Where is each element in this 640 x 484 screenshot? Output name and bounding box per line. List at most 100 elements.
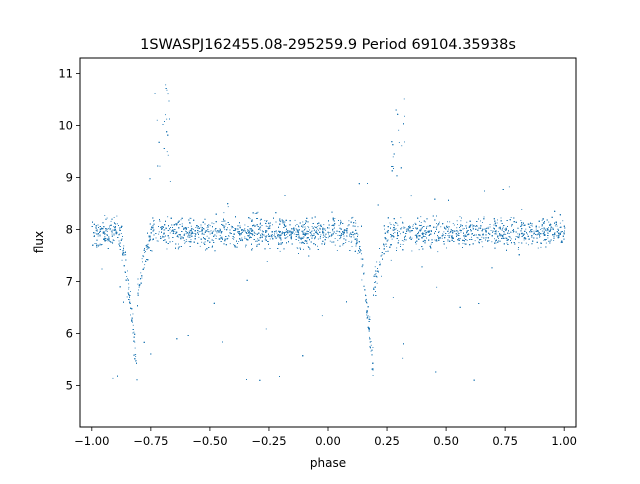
data-point: [476, 234, 477, 236]
data-point: [245, 246, 246, 248]
data-point: [392, 297, 394, 298]
data-point: [287, 236, 289, 238]
data-point: [233, 244, 235, 246]
data-point: [162, 235, 163, 237]
data-point: [159, 165, 161, 167]
data-point: [93, 235, 95, 236]
data-point: [273, 235, 275, 236]
data-point: [435, 226, 437, 228]
data-point: [384, 228, 385, 230]
data-point: [268, 226, 270, 227]
data-point: [496, 233, 498, 235]
data-point: [104, 215, 106, 216]
data-point: [510, 231, 512, 233]
data-point: [497, 219, 498, 221]
data-point: [282, 233, 284, 235]
data-point: [424, 239, 425, 241]
data-point: [345, 242, 347, 243]
data-point: [205, 230, 207, 232]
data-point: [366, 314, 368, 316]
data-point: [456, 227, 458, 229]
data-point: [156, 240, 158, 242]
data-point: [420, 222, 422, 223]
data-point: [265, 237, 266, 239]
data-point: [295, 228, 297, 230]
data-point: [135, 354, 137, 355]
data-point: [334, 218, 336, 219]
data-point: [438, 221, 440, 223]
data-point: [381, 254, 383, 256]
data-point: [242, 229, 243, 230]
data-point: [178, 243, 179, 245]
data-point: [104, 237, 106, 239]
data-point: [436, 286, 438, 288]
data-point: [460, 220, 462, 222]
data-point: [252, 233, 254, 235]
data-point: [165, 227, 167, 229]
data-points: [91, 84, 566, 381]
data-point: [346, 235, 347, 237]
data-point: [164, 229, 166, 231]
data-point: [109, 226, 110, 228]
data-point: [537, 247, 539, 249]
data-point: [110, 230, 112, 232]
data-point: [314, 226, 316, 228]
data-point: [289, 231, 290, 233]
data-point: [547, 237, 549, 239]
data-point: [446, 247, 447, 249]
data-point: [303, 233, 305, 234]
data-point: [517, 248, 519, 250]
data-point: [480, 220, 481, 222]
data-point: [483, 234, 484, 236]
data-point: [264, 239, 266, 241]
data-point: [425, 234, 426, 235]
data-point: [237, 231, 239, 233]
data-point: [490, 230, 492, 231]
data-point: [495, 242, 497, 244]
data-point: [307, 226, 309, 227]
data-point: [403, 227, 405, 229]
data-point: [244, 224, 246, 226]
data-point: [268, 223, 270, 225]
data-point: [210, 230, 212, 232]
data-point: [316, 226, 318, 227]
data-point: [482, 230, 483, 232]
data-point: [104, 233, 106, 235]
data-point: [391, 238, 393, 240]
data-point: [282, 232, 284, 234]
data-point: [464, 237, 465, 239]
data-point: [301, 226, 302, 227]
data-point: [198, 231, 200, 233]
data-point: [189, 230, 191, 231]
data-point: [310, 235, 312, 237]
data-point: [109, 225, 111, 226]
data-point: [132, 324, 134, 326]
data-point: [120, 233, 122, 234]
data-point: [169, 181, 171, 182]
data-point: [456, 220, 458, 222]
data-point: [221, 236, 223, 238]
data-point: [302, 233, 304, 235]
data-point: [227, 227, 228, 229]
data-point: [185, 231, 187, 232]
data-point: [99, 235, 101, 237]
data-point: [365, 299, 367, 301]
data-point: [401, 145, 403, 147]
data-point: [545, 229, 547, 231]
data-point: [264, 235, 266, 237]
data-point: [265, 328, 267, 330]
data-point: [249, 228, 251, 229]
data-point: [204, 241, 206, 243]
data-point: [198, 236, 200, 238]
data-point: [462, 242, 464, 244]
data-point: [541, 225, 543, 227]
data-point: [412, 227, 414, 229]
data-point: [224, 225, 226, 227]
data-point: [405, 228, 407, 230]
data-point: [464, 243, 466, 245]
data-point: [124, 254, 126, 256]
data-point: [213, 223, 215, 225]
data-point: [309, 229, 310, 231]
data-point: [266, 226, 268, 227]
data-point: [396, 222, 398, 224]
